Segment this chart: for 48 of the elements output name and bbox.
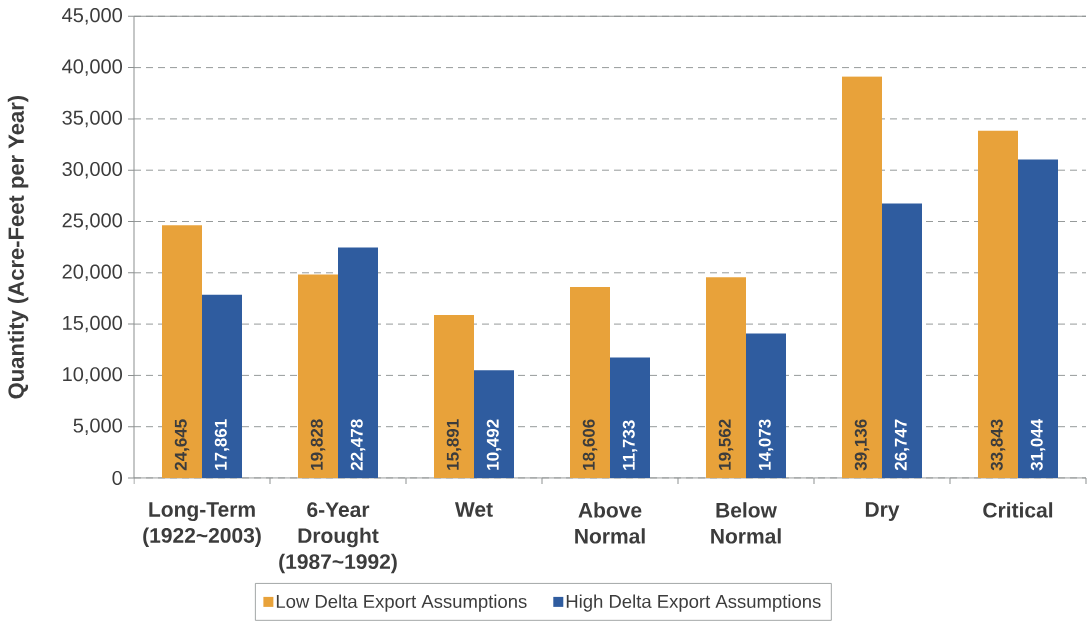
y-tick-label: 45,000: [62, 8, 122, 25]
x-tick-label: Above Normal: [575, 502, 645, 544]
data-label: 39,136: [854, 419, 870, 471]
y-tick-label: 20,000: [62, 264, 122, 282]
bar: [706, 277, 746, 478]
data-label: 10,492: [486, 419, 502, 470]
legend-label: High Delta Export Assumptions: [566, 594, 821, 612]
y-tick-label: 15,000: [63, 315, 122, 333]
bar: [570, 287, 610, 478]
legend-label: Low Delta Export Assumptions: [276, 594, 527, 612]
x-tick-label: Long-Term (1922~2003): [143, 502, 261, 548]
data-label: 31,044: [1030, 418, 1046, 471]
y-tick-label: 25,000: [62, 213, 122, 230]
y-axis-title: Quantity (Acre-Feet per Year): [7, 96, 29, 399]
bar: [1018, 159, 1058, 478]
data-label: 14,073: [758, 419, 774, 470]
y-tick-label: 5,000: [73, 418, 123, 435]
bar: [434, 314, 474, 478]
data-label: 19,828: [310, 419, 326, 470]
y-tick-label: 30,000: [62, 161, 122, 179]
x-tick-label: Critical: [983, 502, 1053, 518]
y-tick-label: 0: [112, 470, 123, 486]
bar: [202, 294, 242, 478]
x-tick-label: Dry: [865, 502, 900, 522]
y-tick-label: 10,000: [63, 367, 122, 384]
data-label: 24,645: [174, 419, 190, 471]
bar: [298, 274, 338, 478]
y-tick-label: 35,000: [62, 110, 122, 128]
bar: [162, 225, 202, 478]
x-tick-label: Wet: [454, 502, 493, 517]
x-tick-label: Below Normal: [711, 502, 781, 544]
bar: [474, 370, 514, 478]
data-label: 19,562: [718, 419, 734, 470]
bar: [978, 130, 1018, 478]
y-tick-label: 40,000: [62, 59, 122, 76]
data-label: 18,606: [582, 419, 598, 470]
x-tick-label: 6-Year Drought (1987~1992): [279, 502, 397, 574]
data-label: 26,747: [894, 419, 910, 471]
data-label: 17,861: [214, 419, 230, 470]
data-label: 22,478: [350, 419, 366, 471]
data-label: 11,733: [622, 420, 638, 470]
bar: [610, 357, 650, 478]
bar: [746, 333, 786, 478]
bar: [842, 76, 882, 478]
bar: [882, 203, 922, 478]
bar: [338, 247, 378, 478]
data-label: 33,843: [990, 419, 1006, 471]
data-label: 15,891: [446, 419, 462, 470]
